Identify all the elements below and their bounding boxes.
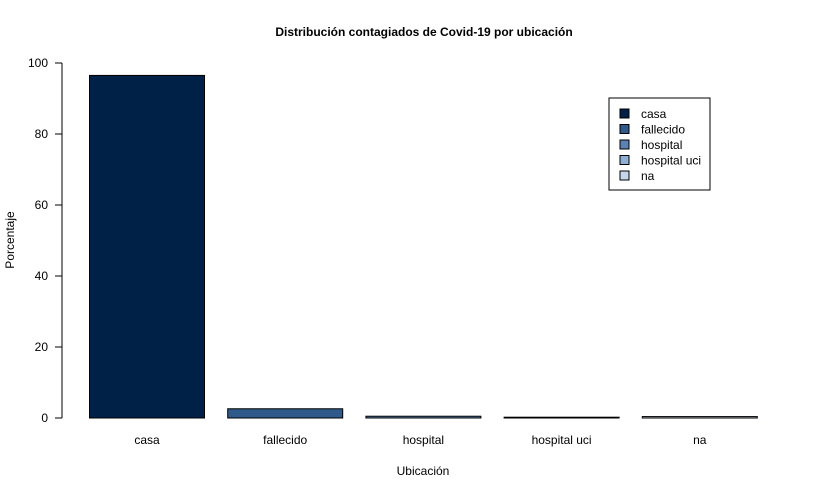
- bars-group: [89, 74, 758, 419]
- legend-label: fallecido: [641, 123, 685, 137]
- legend-label: hospital uci: [641, 154, 701, 168]
- bar-hospital: [365, 415, 482, 419]
- x-tick-label: fallecido: [263, 433, 307, 447]
- bar-casa: [89, 74, 205, 419]
- x-tick-label: hospital: [403, 433, 444, 447]
- legend-label: casa: [641, 107, 667, 121]
- bar-hospital-uci: [503, 416, 620, 419]
- legend-swatch: [619, 155, 630, 165]
- y-tick-label: 0: [41, 411, 48, 425]
- bar-fallecido: [227, 408, 344, 419]
- legend-swatch: [619, 124, 630, 134]
- y-tick-label: 60: [35, 198, 49, 212]
- x-tick-label: na: [693, 433, 707, 447]
- x-axis-label: Ubicación: [397, 464, 450, 478]
- legend-label: na: [641, 169, 655, 183]
- x-tick-labels: casa fallecido hospital hospital uci na: [134, 433, 706, 447]
- chart-title: Distribución contagiados de Covid-19 por…: [275, 25, 572, 39]
- x-tick-label: hospital uci: [532, 433, 592, 447]
- bar-na: [641, 416, 758, 419]
- y-axis: 0 20 40 60 80 100: [28, 56, 63, 425]
- y-tick-label: 40: [35, 269, 49, 283]
- y-axis-label: Porcentaje: [3, 211, 17, 269]
- legend-swatch: [619, 108, 630, 119]
- y-tick-label: 100: [28, 56, 48, 70]
- y-tick-label: 80: [35, 127, 49, 141]
- legend-swatch: [619, 139, 630, 150]
- legend-swatch: [619, 170, 630, 181]
- y-tick-label: 20: [35, 340, 49, 354]
- legend-label: hospital: [641, 138, 682, 152]
- x-tick-label: casa: [134, 433, 160, 447]
